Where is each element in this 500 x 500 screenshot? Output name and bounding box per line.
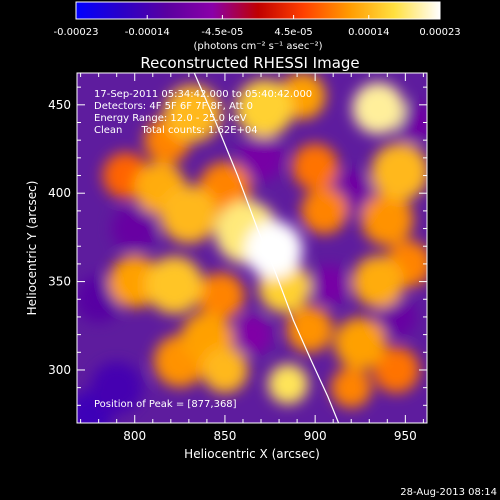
emission-source — [237, 134, 285, 181]
colorbar-tick-label: 0.00023 — [419, 27, 460, 38]
emission-source — [301, 187, 348, 234]
y-tick-label: 350 — [48, 275, 71, 289]
colorbar-tick-label: 0.00014 — [348, 27, 389, 38]
observation-info: 17-Sep-2011 05:34:42.000 to 05:40:42.000… — [94, 89, 312, 410]
y-axis: 300 350 400 450 — [48, 86, 427, 424]
peak-position-label: Position of Peak = [877,368] — [94, 399, 237, 410]
colorbar-unit-label: (photons cm⁻² s⁻¹ asec⁻²) — [193, 41, 322, 52]
info-detectors: Detectors: 4F 5F 6F 7F 8F, Att 0 — [94, 101, 253, 112]
x-axis: 800 850 900 950 — [80, 73, 424, 443]
colorbar: -0.00023 -0.00014 -4.5e-05 4.5e-05 0.00014 0.… — [54, 1, 461, 52]
y-tick-label: 300 — [48, 363, 71, 377]
emission-source — [231, 314, 273, 355]
info-energy-range: Energy Range: 12.0 - 25.0 keV — [94, 113, 247, 124]
x-tick-label: 850 — [213, 429, 236, 443]
emission-source — [198, 272, 245, 319]
emission-source — [145, 256, 204, 315]
x-tick-label: 900 — [304, 429, 327, 443]
emission-source — [292, 143, 339, 190]
y-tick-label: 450 — [48, 98, 71, 112]
emission-source — [373, 346, 420, 394]
colorbar-tick-label: -4.5e-05 — [201, 27, 243, 38]
emission-source — [371, 143, 427, 201]
plot-area — [77, 73, 427, 423]
emission-source — [309, 264, 350, 306]
emission-source — [201, 346, 249, 394]
emission-source — [111, 205, 158, 252]
x-tick-label: 800 — [123, 429, 146, 443]
emission-source — [331, 367, 372, 408]
emission-source — [352, 255, 405, 308]
info-time-range: 17-Sep-2011 05:34:42.000 to 05:40:42.000 — [94, 89, 312, 100]
solar-limb-curve — [193, 73, 340, 423]
footer-date: 28-Aug-2013 08:14 — [400, 487, 497, 498]
colorbar-tick-label: -0.00014 — [125, 27, 170, 38]
x-axis-label: Heliocentric X (arcsec) — [184, 447, 320, 461]
plot-frame — [76, 72, 428, 424]
colorbar-tick-label: 4.5e-05 — [274, 27, 312, 38]
emission-source — [163, 84, 222, 143]
x-tick-label: 950 — [394, 429, 417, 443]
emission-source — [352, 82, 405, 135]
emission-source — [361, 193, 414, 246]
colorbar-tick-label: -0.00023 — [54, 27, 99, 38]
emission-source — [90, 361, 143, 414]
chart-title: Reconstructed RHESSI Image — [140, 54, 359, 72]
emission-source — [235, 79, 294, 138]
emission-source — [159, 185, 218, 244]
colorbar-gradient — [75, 1, 441, 20]
emission-source — [334, 317, 387, 370]
y-tick-label: 400 — [48, 186, 71, 200]
info-clean-counts: Clean Total counts: 1.62E+04 — [94, 125, 258, 136]
emission-source — [376, 296, 417, 338]
emission-source — [286, 306, 333, 353]
emission-source — [267, 363, 309, 405]
y-axis-label: Heliocentric Y (arcsec) — [25, 181, 39, 316]
